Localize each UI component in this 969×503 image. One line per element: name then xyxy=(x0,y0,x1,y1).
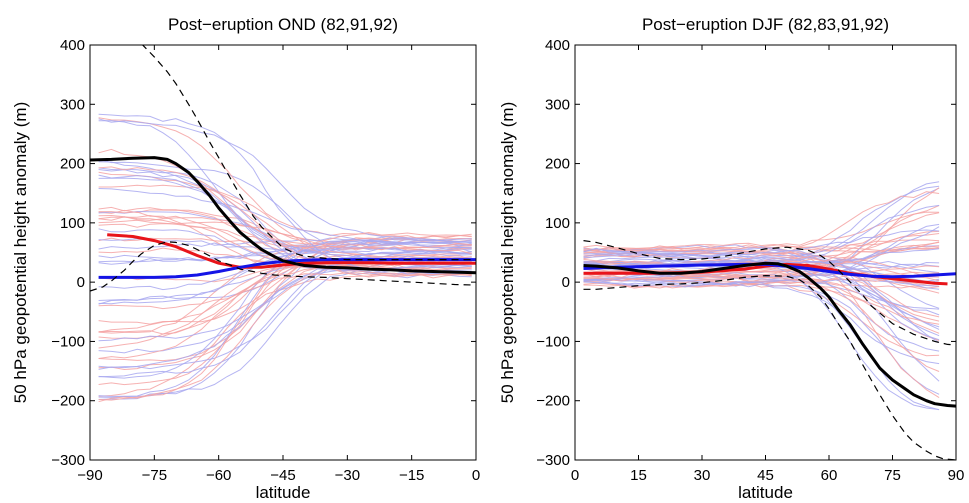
y-tick-label: 100 xyxy=(60,215,85,232)
ensemble-line-red xyxy=(98,216,472,278)
x-tick-label: −75 xyxy=(142,467,167,484)
y-tick-label: 400 xyxy=(60,37,85,54)
ensemble-line-red xyxy=(98,221,472,251)
x-tick-label: 60 xyxy=(821,467,838,484)
series-line-ensemble-mean-blue xyxy=(98,258,476,279)
ensemble-line-blue xyxy=(583,247,940,337)
ensemble-line-blue xyxy=(583,278,940,365)
x-tick-label: 15 xyxy=(630,467,647,484)
ensemble-line-red xyxy=(98,214,472,266)
x-tick-label: 45 xyxy=(757,467,774,484)
series-line-observed-lower-bound xyxy=(583,275,956,460)
tick-layer: −90 −75 −60 −45 −30 −15 0 −300 −200 −100 0 100 200 30… xyxy=(51,37,480,484)
ensemble-line-red xyxy=(98,219,472,255)
y-tick-label: −100 xyxy=(536,333,570,350)
ensemble-line-red xyxy=(583,191,940,265)
y-tick-label: −300 xyxy=(536,452,570,469)
y-tick-label: 200 xyxy=(60,156,85,173)
x-tick-label: −30 xyxy=(335,467,360,484)
chart-left: −90 −75 −60 −45 −30 −15 0 −300 −200 −100 0 100 200 30… xyxy=(11,15,480,502)
ensemble-line-blue xyxy=(98,240,472,262)
series-line-observed-upper-bound xyxy=(141,45,476,261)
y-tick-label: 100 xyxy=(545,215,570,232)
ensemble-line-blue xyxy=(98,238,472,379)
y-tick-label: −100 xyxy=(51,333,85,350)
ensemble-line-red xyxy=(583,246,940,399)
ensemble-line-red xyxy=(98,245,472,334)
ensemble-line-blue xyxy=(583,248,940,269)
ensemble-line-blue xyxy=(98,237,472,301)
ensemble-line-blue xyxy=(98,113,472,275)
ensemble-line-blue xyxy=(583,229,940,257)
ensemble-line-red xyxy=(583,242,940,252)
y-axis-label: 50 hPa geopotential height anomaly (m) xyxy=(11,102,30,403)
y-tick-label: 300 xyxy=(60,96,85,113)
y-tick-label: 200 xyxy=(545,156,570,173)
ensemble-line-blue xyxy=(98,242,472,258)
ensemble-line-blue xyxy=(98,158,472,267)
x-tick-label: 30 xyxy=(694,467,711,484)
y-tick-label: 300 xyxy=(545,96,570,113)
y-tick-label: −300 xyxy=(51,452,85,469)
y-axis-label: 50 hPa geopotential height anomaly (m) xyxy=(498,102,517,403)
x-axis-label: latitude xyxy=(738,483,793,502)
chart-right: 0 15 30 45 60 75 90 −300 −200 −100 0 100 200 300 400 P… xyxy=(498,15,964,502)
x-tick-label: 90 xyxy=(948,467,965,484)
y-tick-label: 0 xyxy=(562,274,570,291)
plot-frame xyxy=(89,44,477,461)
x-tick-label: −45 xyxy=(270,467,295,484)
series-layer xyxy=(583,240,956,460)
ensemble-line-blue xyxy=(98,118,472,244)
x-tick-label: 0 xyxy=(472,467,480,484)
ensemble-line-blue xyxy=(583,252,940,352)
ensemble-line-blue xyxy=(583,253,940,290)
y-tick-label: 400 xyxy=(545,37,570,54)
x-tick-label: −15 xyxy=(399,467,424,484)
x-tick-label: −90 xyxy=(77,467,102,484)
ensemble-line-blue xyxy=(98,255,472,342)
y-tick-label: −200 xyxy=(536,393,570,410)
x-tick-label: 75 xyxy=(884,467,901,484)
tick-layer: 0 15 30 45 60 75 90 −300 −200 −100 0 100 200 300 400 xyxy=(536,37,964,484)
y-tick-label: 0 xyxy=(77,274,85,291)
chart-title: Post−eruption OND (82,91,92) xyxy=(168,15,398,34)
ensemble-line-blue xyxy=(98,174,472,272)
ensemble-line-blue xyxy=(98,236,472,263)
series-layer xyxy=(90,45,476,292)
ensemble-line-blue xyxy=(583,273,940,284)
series-line-observed xyxy=(90,156,476,275)
ensemble-line-red xyxy=(98,272,472,397)
ensemble-line-red xyxy=(583,273,940,372)
x-axis-label: latitude xyxy=(256,483,311,502)
ensemble-line-blue xyxy=(98,169,472,279)
series-line-observed-upper-bound xyxy=(583,240,956,346)
x-tick-label: −60 xyxy=(206,467,231,484)
y-tick-label: −200 xyxy=(51,393,85,410)
series-line-ensemble-mean-blue xyxy=(583,262,956,279)
x-tick-label: 0 xyxy=(571,467,579,484)
series-line-observed xyxy=(583,261,956,408)
chart-title: Post−eruption DJF (82,83,91,92) xyxy=(642,15,889,34)
